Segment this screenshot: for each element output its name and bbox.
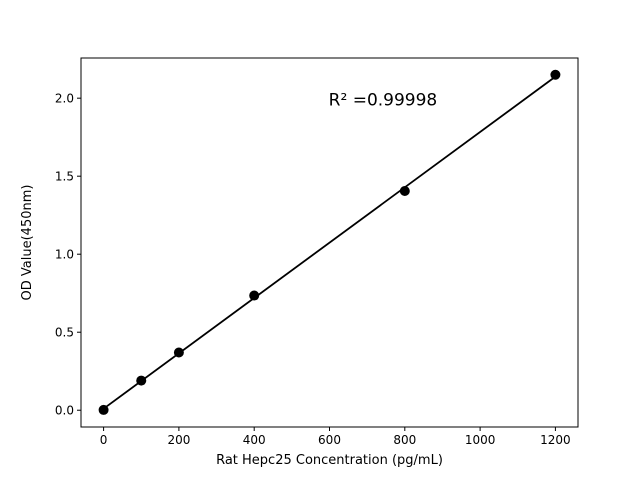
x-tick-label: 800 <box>393 433 416 447</box>
data-point <box>136 375 147 386</box>
data-series <box>98 69 561 415</box>
fit-line <box>103 75 556 410</box>
x-tick-label: 600 <box>318 433 341 447</box>
data-point <box>249 290 260 301</box>
y-tick-label: 1.5 <box>55 169 74 183</box>
data-point <box>399 186 410 197</box>
data-point <box>98 404 109 415</box>
x-axis-ticks: 0 200 400 600 800 1000 1200 <box>100 427 571 447</box>
x-tick-label: 1200 <box>540 433 571 447</box>
x-tick-label: 200 <box>167 433 190 447</box>
r-squared-annotation: R² =0.99998 <box>329 91 438 111</box>
data-point <box>550 69 561 80</box>
x-tick-label: 400 <box>243 433 266 447</box>
x-axis-label: Rat Hepc25 Concentration (pg/mL) <box>216 453 443 468</box>
x-tick-label: 1000 <box>465 433 496 447</box>
y-tick-label: 0.5 <box>55 326 74 340</box>
y-tick-label: 0.0 <box>55 404 74 418</box>
y-axis-ticks: 0.0 0.5 1.0 1.5 2.0 <box>55 91 81 418</box>
y-axis-label: OD Value(450nm) <box>20 185 35 301</box>
x-tick-label: 0 <box>100 433 108 447</box>
y-tick-label: 2.0 <box>55 91 74 105</box>
data-point <box>173 347 184 358</box>
y-tick-label: 1.0 <box>55 248 74 262</box>
plot-area-border <box>80 57 579 428</box>
